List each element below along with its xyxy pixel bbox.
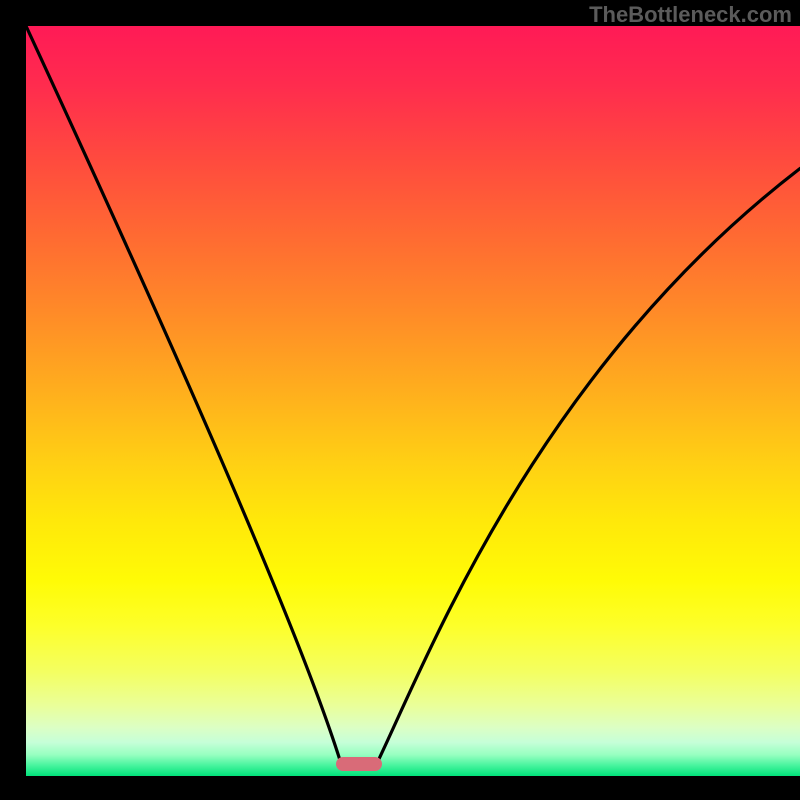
- plot-area: [26, 26, 800, 776]
- watermark-text: TheBottleneck.com: [589, 2, 792, 28]
- bottleneck-marker: [336, 757, 382, 771]
- bottleneck-curve: [26, 26, 800, 776]
